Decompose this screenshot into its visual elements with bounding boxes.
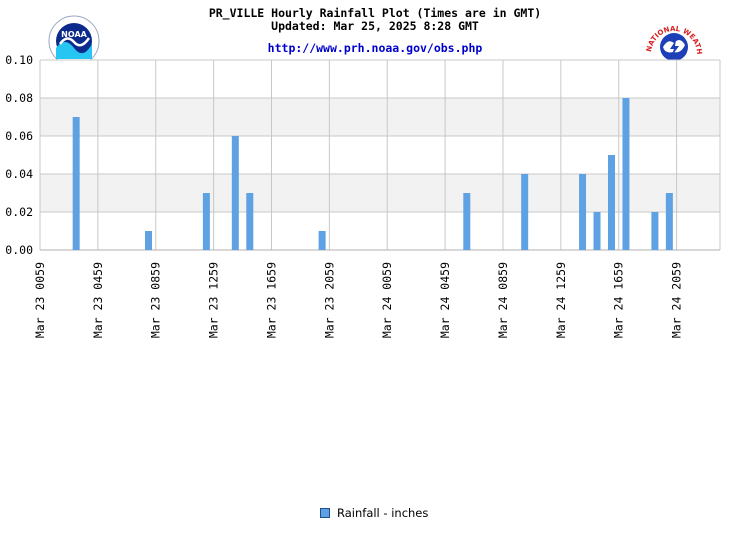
y-tick-label: 0.10	[5, 53, 33, 67]
y-tick-label: 0.02	[5, 205, 33, 219]
plot-band	[40, 98, 720, 136]
x-tick-label: Mar 24 0459	[438, 262, 452, 338]
y-tick-label: 0.00	[5, 243, 33, 257]
x-tick-label: Mar 24 1659	[612, 262, 626, 338]
legend-swatch	[320, 508, 330, 518]
rainfall-bar	[607, 155, 615, 250]
rainfall-bar	[145, 231, 153, 250]
plot-band	[40, 174, 720, 212]
y-tick-label: 0.04	[5, 167, 33, 181]
noaa-logo-text: NOAA	[61, 30, 87, 39]
x-tick-label: Mar 24 1259	[554, 262, 568, 338]
nws-logo: NATIONAL WEATHER SERVICE	[643, 14, 703, 60]
rainfall-bar	[463, 193, 471, 250]
rainfall-bar	[202, 193, 210, 250]
plot-band	[40, 212, 720, 250]
bars	[72, 98, 673, 250]
y-tick-label: 0.08	[5, 91, 33, 105]
gridlines	[39, 59, 721, 251]
x-tick-label: Mar 23 2059	[322, 262, 336, 338]
x-tick-label: Mar 23 0059	[33, 262, 47, 338]
x-tick-label: Mar 23 0459	[91, 262, 105, 338]
legend: Rainfall - inches	[320, 506, 428, 520]
rainfall-bar	[622, 98, 630, 250]
rainfall-bar	[318, 231, 326, 250]
y-tick-label: 0.06	[5, 129, 33, 143]
x-tick-label: Mar 24 0859	[496, 262, 510, 338]
rainfall-bar	[665, 193, 673, 250]
plot-band	[40, 60, 720, 98]
rainfall-bar	[593, 212, 601, 250]
obs-link[interactable]: http://www.prh.noaa.gov/obs.php	[267, 41, 483, 55]
x-tick-labels: Mar 23 0059 Mar 23 0459 Mar 23 0859 Mar 23 …	[33, 262, 684, 338]
rainfall-bar	[579, 174, 587, 250]
x-tick-label: Mar 23 0859	[149, 262, 163, 338]
rainfall-bar	[72, 117, 80, 250]
updated-timestamp: Updated: Mar 25, 2025 8:28 GMT	[271, 19, 479, 33]
x-tick-label: Mar 23 1259	[207, 262, 221, 338]
rainfall-bar	[231, 136, 239, 250]
rainfall-bar	[521, 174, 529, 250]
rainfall-bar	[651, 212, 659, 250]
x-tick-label: Mar 24 0059	[380, 262, 394, 338]
y-tick-labels: 0.00 0.02 0.04 0.06 0.08 0.10	[5, 53, 33, 257]
legend-label: Rainfall - inches	[337, 506, 429, 520]
noaa-logo: NOAA	[48, 15, 100, 60]
plot-bands	[40, 60, 720, 250]
plot-band	[40, 136, 720, 174]
x-tick-label: Mar 23 1659	[264, 262, 278, 338]
rainfall-bar	[246, 193, 254, 250]
chart-title: PR_VILLE Hourly Rainfall Plot (Times are…	[208, 6, 542, 20]
x-tick-label: Mar 24 2059	[670, 262, 684, 338]
